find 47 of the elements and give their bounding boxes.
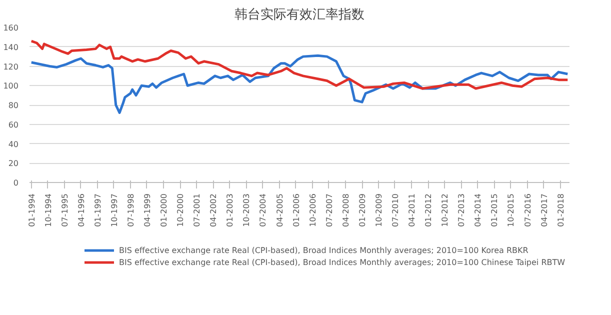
x-tick-label: 10-2003 (242, 193, 252, 227)
x-tick-label: 04-1996 (76, 193, 86, 227)
legend-label: BIS effective exchange rate Real (CPI-based), Broad Indices Monthly averages; 2010=100 Korea RBKR (119, 246, 528, 254)
legend-label: BIS effective exchange rate Real (CPI-based), Broad Indices Monthly averages; 2010=100 Chinese Taipei RBTW (119, 258, 566, 266)
x-tick-label: 10-2015 (506, 193, 516, 227)
x-tick-label: 07-2007 (324, 193, 334, 227)
x-tick-label: 07-1995 (60, 193, 70, 227)
y-tick-label: 80 (8, 101, 19, 110)
x-tick-label: 10-2000 (176, 193, 186, 227)
x-tick-label: 07-2004 (258, 193, 268, 227)
x-tick-label: 04-2014 (474, 193, 483, 227)
x-tick-label: 04-2017 (540, 193, 549, 227)
x-tick-label: 10-2006 (308, 193, 318, 227)
y-tick-label: 40 (8, 140, 19, 149)
x-tick-label: 01-1994 (27, 193, 36, 227)
x-tick-label: 01-2012 (424, 193, 434, 227)
x-tick-label: 04-2002 (209, 193, 218, 227)
x-tick-label: 10-2012 (440, 193, 450, 227)
x-tick-label: 01-2015 (490, 193, 500, 227)
x-tick-label: 07-1998 (126, 193, 136, 227)
chart-title: 韩台实际有效汇率指数 (234, 6, 364, 22)
x-tick-label: 10-2009 (374, 193, 384, 227)
x-tick-label: 01-2009 (358, 193, 368, 227)
x-tick-label: 07-2016 (523, 193, 532, 227)
x-tick-label: 04-2011 (408, 193, 417, 227)
y-tick-label: 60 (8, 120, 19, 130)
y-tick-label: 160 (3, 24, 19, 32)
x-tick-label: 07-2010 (390, 193, 400, 227)
x-tick-label: 07-2001 (192, 193, 202, 227)
x-tick-label: 01-2018 (556, 193, 566, 227)
y-tick-label: 20 (8, 159, 19, 168)
x-tick-label: 07-2013 (457, 193, 466, 227)
x-tick-label: 04-2005 (275, 193, 284, 227)
y-tick-label: 0 (13, 178, 19, 188)
line-series (30, 54, 569, 114)
x-tick-label: 04-1999 (143, 193, 152, 227)
x-tick-label: 10-1994 (44, 193, 53, 227)
y-tick-label: 100 (3, 82, 19, 91)
line-series (30, 40, 569, 90)
y-tick-label: 140 (3, 42, 19, 52)
y-tick-label: 120 (3, 62, 19, 72)
x-tick-label: 01-2003 (226, 193, 235, 227)
x-tick-label: 10-1997 (110, 193, 119, 227)
x-tick-label: 04-2008 (341, 193, 350, 227)
x-tick-label: 01-1997 (94, 193, 103, 227)
x-tick-label: 01-2006 (292, 193, 301, 227)
x-tick-label: 01-2000 (160, 193, 169, 227)
